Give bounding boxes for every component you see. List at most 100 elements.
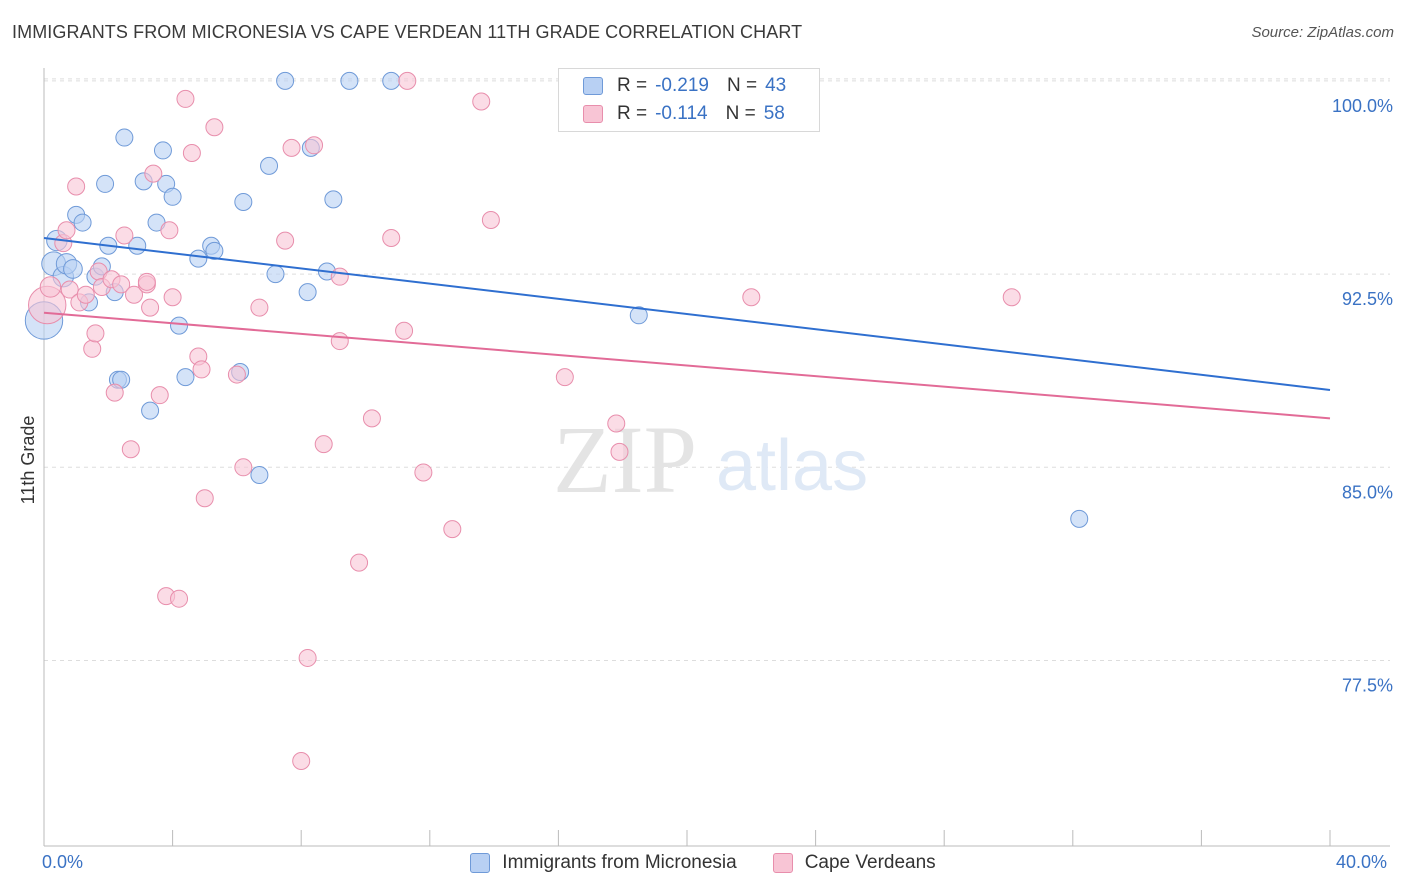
correlation-legend: R = -0.219 N = 43 R = -0.114 N = 58 [558, 68, 820, 132]
legend-row-micronesia: R = -0.219 N = 43 [583, 73, 786, 99]
data-point-pink [137, 272, 156, 291]
data-point-blue [115, 128, 134, 147]
data-point-pink [141, 298, 160, 317]
data-point-pink [282, 138, 301, 157]
data-point-blue [163, 187, 182, 206]
series-swatch-blue [470, 853, 491, 873]
data-point-blue [260, 156, 279, 175]
data-point-pink [125, 285, 144, 304]
legend-r-label: R = [617, 75, 648, 96]
data-point-pink [555, 368, 574, 387]
data-point-blue [205, 241, 224, 260]
data-point-blue [96, 174, 115, 193]
data-point-blue [141, 401, 160, 420]
data-point-blue [324, 190, 343, 209]
data-point-blue [382, 71, 401, 90]
data-point-pink [276, 231, 295, 250]
data-point-pink [305, 136, 324, 155]
data-point-pink [472, 92, 491, 111]
legend-n-label: N = [726, 75, 758, 96]
data-point-pink [395, 321, 414, 340]
series-legend-micronesia[interactable]: Immigrants from Micronesia [470, 852, 737, 874]
data-point-pink [182, 144, 201, 163]
watermark-atlas: atlas [716, 426, 868, 506]
series-legend-cape-verdean[interactable]: Cape Verdeans [772, 852, 936, 874]
data-point-pink [67, 177, 86, 196]
legend-r-value: -0.219 [655, 75, 709, 96]
data-point-pink [610, 442, 629, 461]
data-point-pink [160, 221, 179, 240]
legend-swatch-pink [583, 105, 603, 123]
data-point-pink [398, 71, 417, 90]
data-point-pink [150, 386, 169, 405]
data-point-pink [414, 463, 433, 482]
data-point-pink [362, 409, 381, 428]
series-swatch-pink [772, 853, 793, 873]
data-point-pink [298, 648, 317, 667]
data-point-pink [350, 553, 369, 572]
data-point-pink [144, 164, 163, 183]
data-point-pink [1002, 288, 1021, 307]
data-point-pink [57, 221, 76, 240]
data-point-blue [1070, 509, 1089, 528]
series-label-micronesia: Immigrants from Micronesia [502, 852, 737, 873]
data-point-blue [63, 259, 83, 279]
y-tick-label: 92.5% [1342, 289, 1393, 309]
data-point-blue [298, 283, 317, 302]
data-point-pink [112, 275, 131, 294]
data-point-pink [234, 458, 253, 477]
data-point-pink [195, 489, 214, 508]
y-tick-label: 100.0% [1332, 96, 1393, 116]
data-point-blue [276, 71, 295, 90]
data-point-blue [176, 368, 195, 387]
series-label-cape-verdean: Cape Verdeans [804, 852, 936, 873]
data-point-pink [76, 285, 95, 304]
legend-r-label: R = [617, 103, 648, 124]
y-tick-label: 77.5% [1342, 676, 1393, 696]
data-point-pink [170, 589, 189, 608]
data-point-blue [73, 213, 92, 232]
data-point-pink [192, 360, 211, 379]
data-point-blue [629, 306, 648, 325]
data-point-pink [481, 210, 500, 229]
x-tick-label-max: 40.0% [1336, 852, 1388, 872]
legend-n-value: 43 [765, 75, 787, 96]
legend-n-label: N = [725, 103, 756, 124]
data-point-pink [121, 440, 140, 459]
y-tick-label: 85.0% [1342, 482, 1393, 502]
legend-n-value: 58 [763, 103, 785, 124]
data-point-pink [607, 414, 626, 433]
data-point-pink [330, 332, 349, 351]
data-point-pink [742, 288, 761, 307]
data-point-pink [443, 520, 462, 539]
data-point-pink [330, 267, 349, 286]
data-point-pink [39, 276, 62, 298]
data-point-pink [176, 89, 195, 108]
y-axis-label: 11th Grade [18, 416, 38, 505]
chart-title: IMMIGRANTS FROM MICRONESIA VS CAPE VERDE… [12, 22, 803, 42]
data-point-pink [250, 298, 269, 317]
data-point-pink [163, 288, 182, 307]
data-point-blue [266, 265, 285, 284]
legend-r-value: -0.114 [655, 103, 708, 124]
data-point-pink [83, 339, 102, 358]
legend-swatch-blue [583, 77, 603, 95]
data-point-pink [205, 118, 224, 137]
data-point-blue [250, 466, 269, 485]
data-point-pink [86, 324, 105, 343]
legend-row-cape-verdean: R = -0.114 N = 58 [583, 101, 785, 127]
data-point-pink [115, 226, 134, 245]
data-point-pink [314, 435, 333, 454]
data-point-pink [227, 365, 246, 384]
source-label: Source: ZipAtlas.com [1251, 24, 1394, 41]
data-point-blue [340, 71, 359, 90]
trend-line-blue [43, 237, 1331, 392]
series-legend: Immigrants from Micronesia Cape Verdeans [0, 852, 1406, 874]
data-point-blue [234, 192, 253, 211]
data-point-pink [292, 751, 311, 770]
data-point-blue [153, 141, 172, 160]
data-point-blue [189, 249, 208, 268]
data-point-pink [382, 229, 401, 248]
data-point-blue [170, 316, 189, 335]
